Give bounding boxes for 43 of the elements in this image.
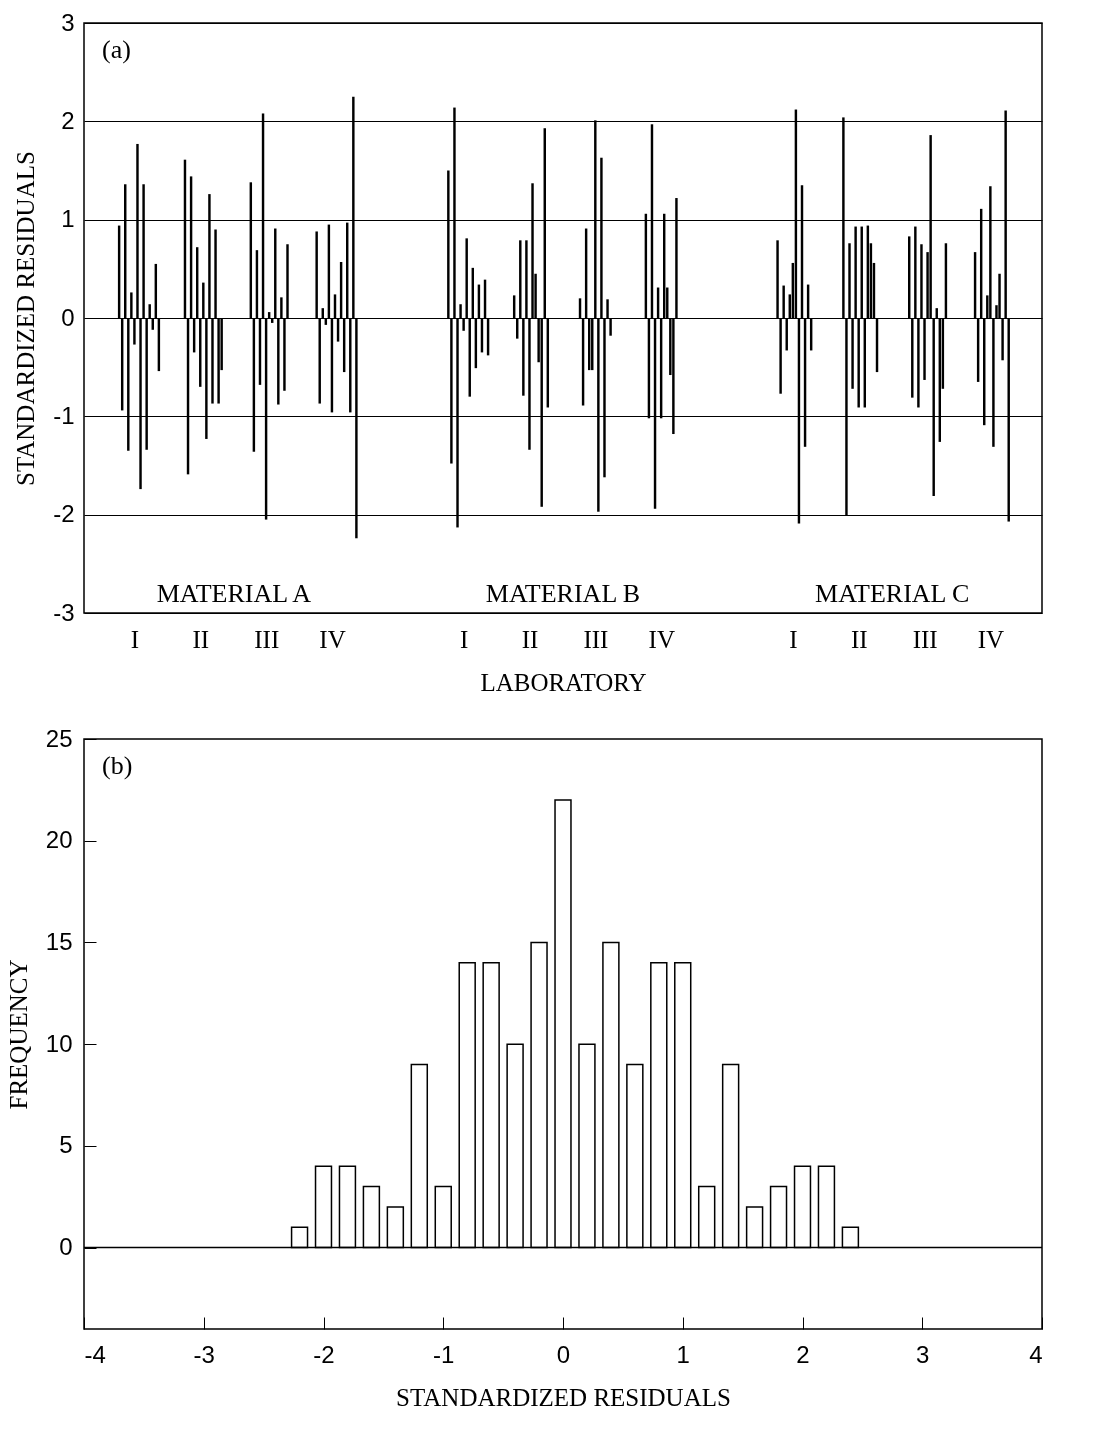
y-tick-label: 3 — [61, 8, 75, 36]
y-tick-label: 10 — [45, 1029, 73, 1057]
annotation: MATERIAL A — [156, 579, 312, 608]
annotation: (b) — [102, 751, 133, 780]
y-tick-label: -2 — [53, 500, 75, 528]
x-tick-label: 2 — [796, 1340, 810, 1368]
x-tick-label: I — [789, 625, 798, 653]
x-tick-label: 3 — [916, 1340, 930, 1368]
x-tick-label: 1 — [676, 1340, 690, 1368]
x-axis-title: STANDARDIZED RESIDUALS — [396, 1383, 731, 1411]
x-tick-label: IV — [319, 625, 346, 653]
y-tick-label: -3 — [53, 598, 75, 626]
x-tick-label: II — [521, 625, 539, 653]
y-axis-title: FREQUENCY — [4, 959, 32, 1110]
y-tick-label: 5 — [59, 1131, 73, 1159]
y-tick-label: 0 — [61, 303, 75, 331]
x-axis-title: LABORATORY — [480, 668, 647, 696]
annotation: MATERIAL C — [815, 579, 970, 608]
x-tick-label: II — [192, 625, 210, 653]
y-tick-label: 1 — [61, 205, 75, 233]
x-tick-label: IV — [977, 625, 1005, 653]
y-tick-label: -1 — [53, 401, 75, 429]
annotation: (a) — [102, 35, 131, 64]
y-tick-label: 0 — [59, 1233, 73, 1261]
y-tick-label: 2 — [61, 106, 75, 134]
x-tick-label: I — [460, 625, 469, 653]
x-tick-label: III — [912, 625, 938, 653]
x-tick-label: IV — [648, 625, 675, 653]
x-tick-label: III — [254, 625, 280, 653]
x-tick-label: -4 — [84, 1340, 106, 1368]
x-tick-label: -2 — [313, 1340, 335, 1368]
x-tick-label: 0 — [556, 1340, 571, 1368]
x-tick-label: -1 — [433, 1340, 455, 1368]
x-tick-label: II — [850, 625, 868, 653]
y-axis-title: STANDARDIZED RESIDUALS — [12, 151, 40, 486]
y-tick-label: 15 — [45, 927, 73, 955]
annotation: MATERIAL B — [485, 579, 641, 608]
x-tick-label: I — [130, 625, 140, 653]
x-tick-label: -3 — [193, 1340, 215, 1368]
y-tick-label: 25 — [45, 724, 73, 752]
y-tick-label: 20 — [45, 826, 73, 854]
x-tick-label: 4 — [1029, 1340, 1043, 1368]
x-tick-label: III — [583, 625, 609, 653]
